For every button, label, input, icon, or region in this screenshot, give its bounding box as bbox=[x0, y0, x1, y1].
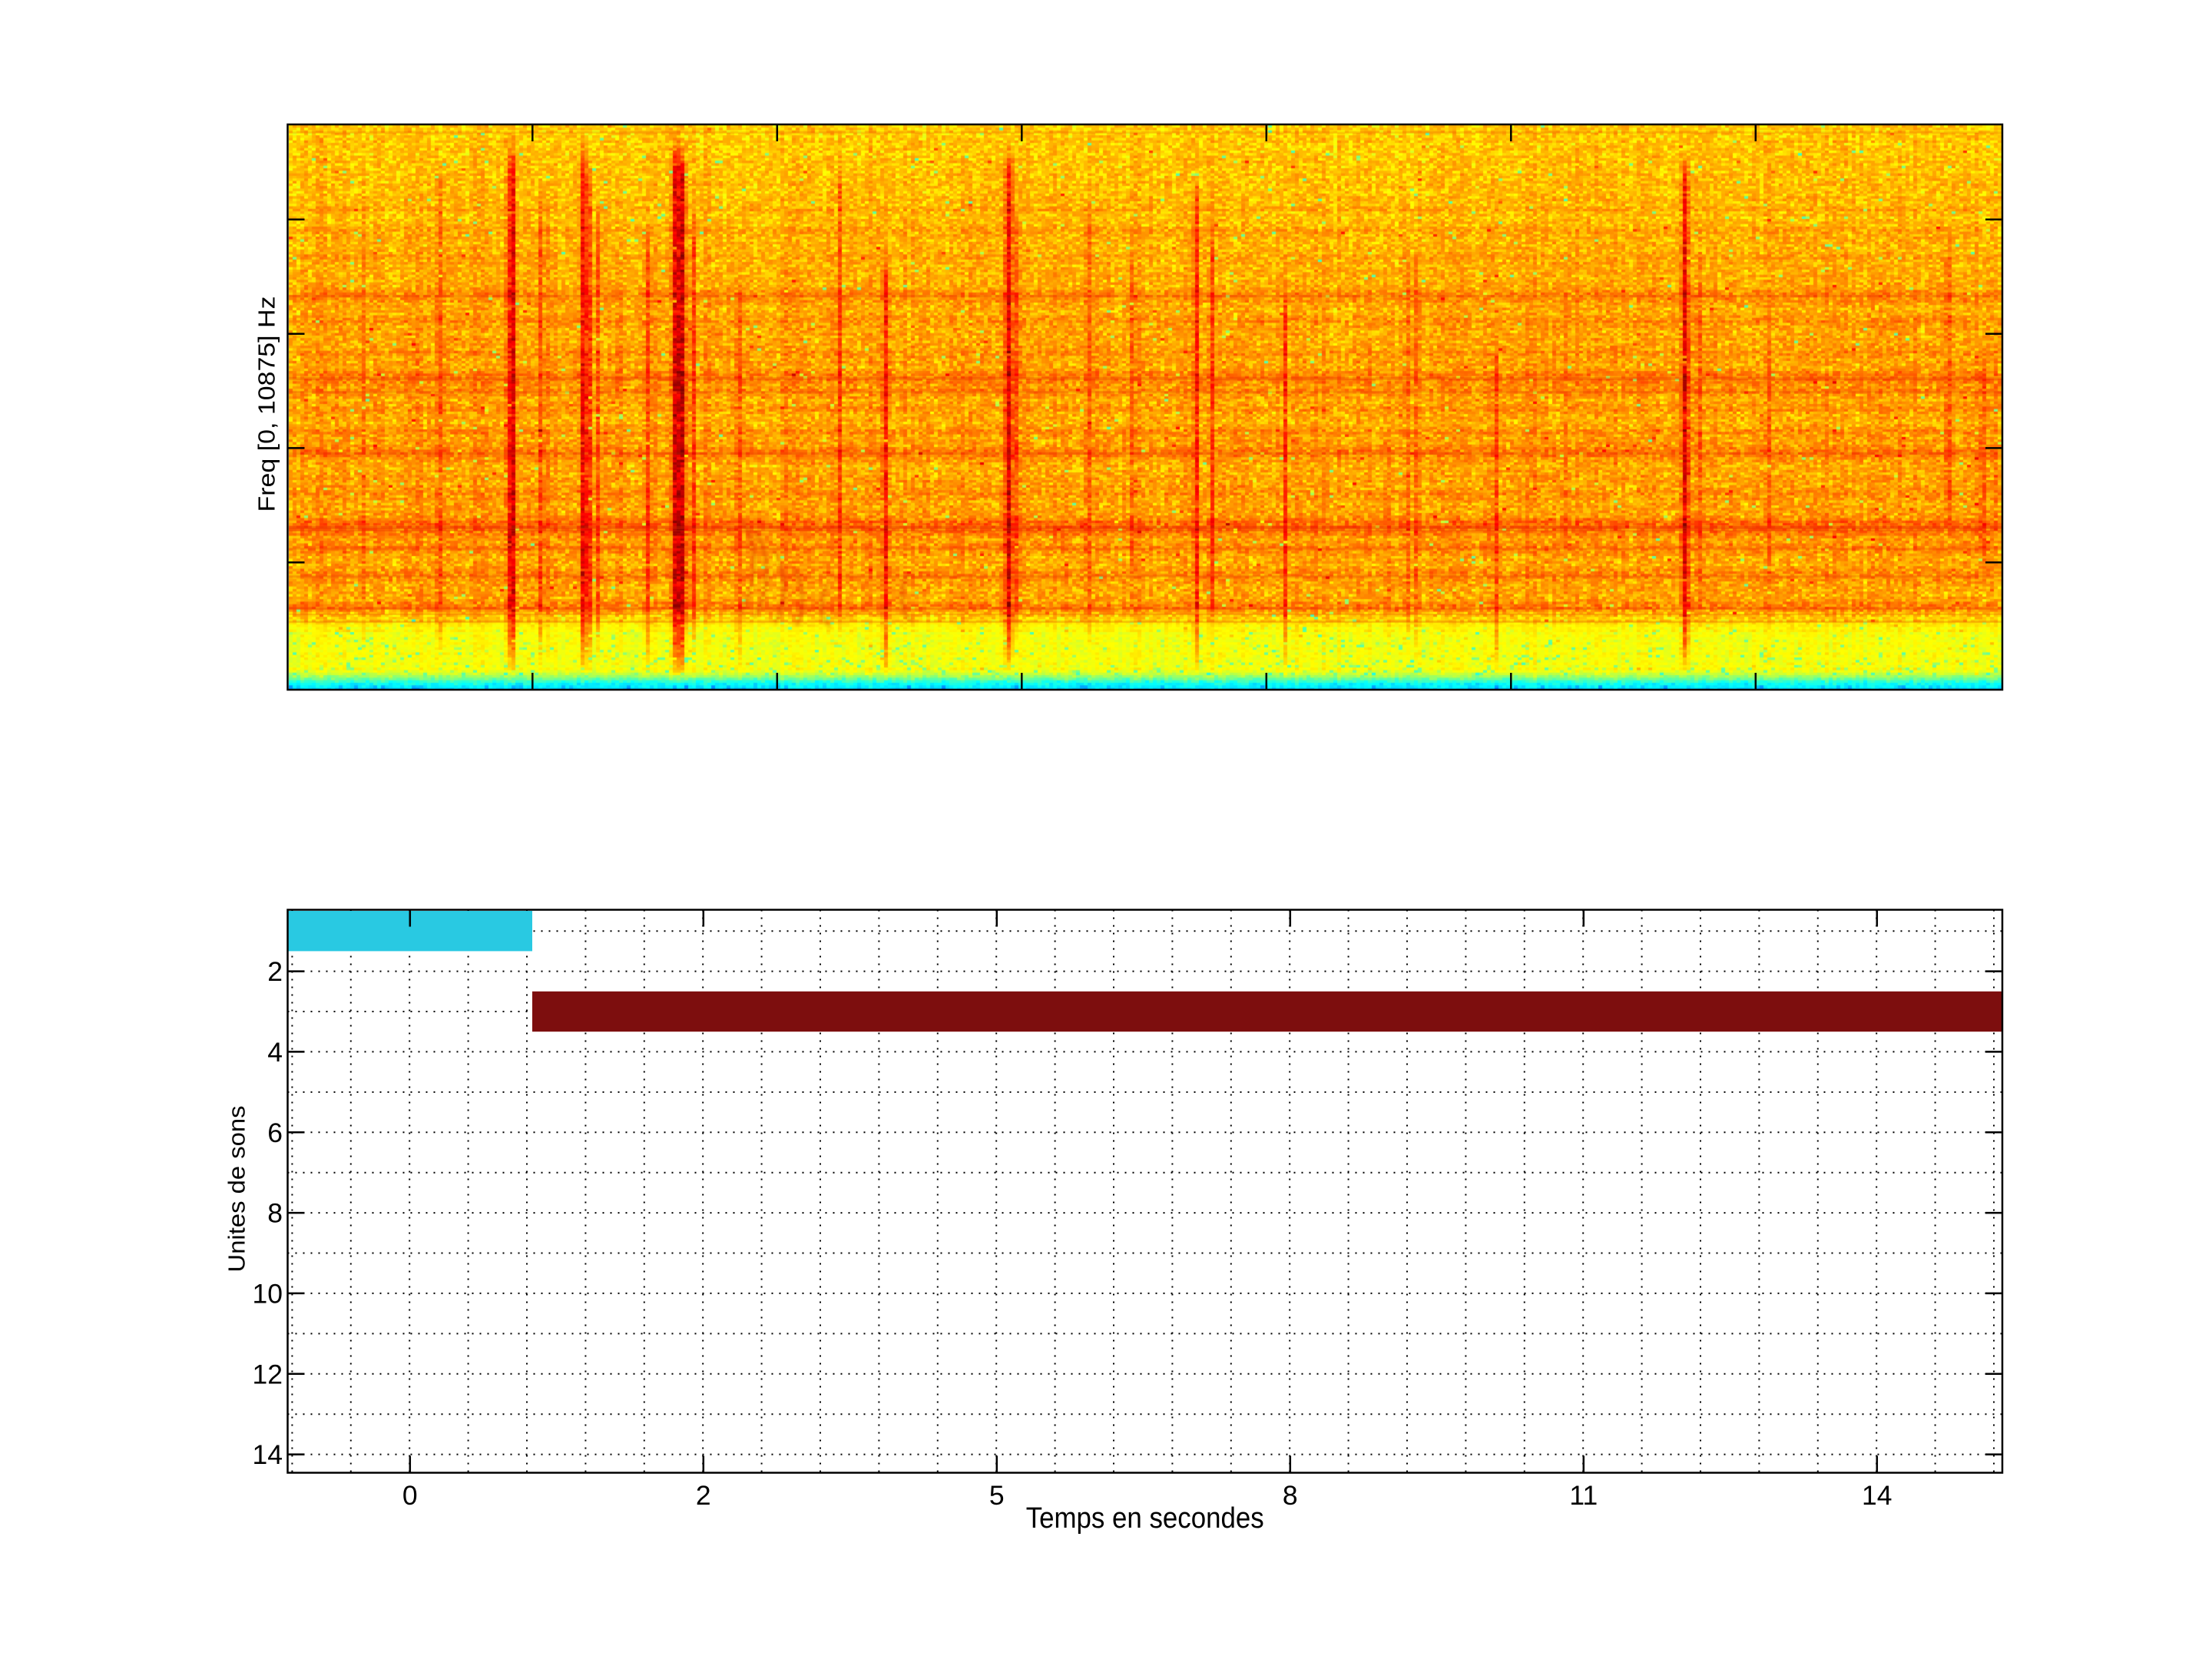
svg-text:5: 5 bbox=[989, 1480, 1005, 1511]
svg-text:6: 6 bbox=[267, 1118, 283, 1148]
svg-text:Temps en secondes: Temps en secondes bbox=[1026, 1502, 1264, 1535]
svg-text:14: 14 bbox=[253, 1439, 283, 1470]
svg-text:2: 2 bbox=[267, 956, 283, 987]
svg-text:Unites de sons: Unites de sons bbox=[224, 1106, 250, 1273]
svg-text:8: 8 bbox=[267, 1198, 283, 1229]
svg-text:11: 11 bbox=[1569, 1480, 1598, 1511]
svg-text:10: 10 bbox=[253, 1279, 283, 1310]
svg-text:4: 4 bbox=[267, 1037, 283, 1068]
svg-text:2: 2 bbox=[696, 1480, 711, 1511]
svg-text:12: 12 bbox=[253, 1359, 283, 1389]
svg-text:14: 14 bbox=[1862, 1480, 1892, 1511]
svg-text:0: 0 bbox=[402, 1480, 418, 1511]
svg-text:Freq [0, 10875] Hz: Freq [0, 10875] Hz bbox=[253, 296, 280, 512]
svg-text:8: 8 bbox=[1283, 1480, 1298, 1511]
